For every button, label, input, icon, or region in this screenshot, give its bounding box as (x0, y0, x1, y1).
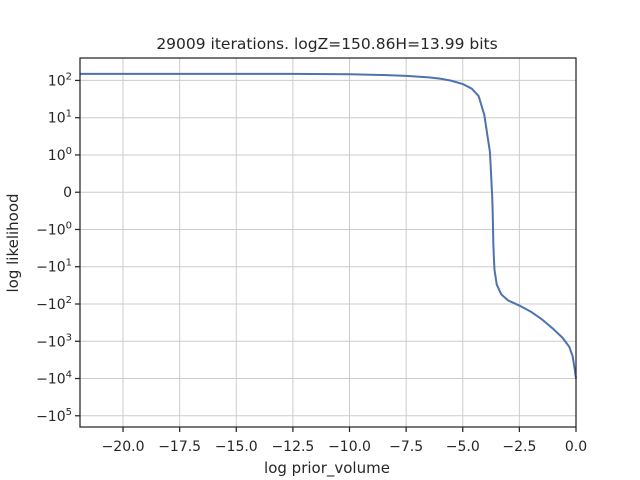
grid-lines (80, 58, 577, 427)
x-tick-label: −20.0 (102, 439, 145, 455)
y-tick-label: −102 (36, 295, 72, 313)
y-tick-label: 101 (48, 109, 72, 127)
series-line-log-likelihood (79, 72, 577, 379)
x-axis-label: log prior_volume (264, 459, 390, 478)
y-tick-label: −101 (36, 258, 72, 276)
y-tick-label: 102 (48, 71, 72, 89)
chart-title: 29009 iterations. logZ=150.86H=13.99 bit… (156, 35, 497, 53)
y-tick-label: −100 (36, 220, 72, 238)
x-tick-label: −5.0 (446, 439, 480, 455)
plot-frame (79, 57, 577, 428)
x-tick-label: 0.0 (565, 439, 587, 455)
y-axis-ticks: 102 101 100 0 −100 −101 −102 −103 −104 −105 (36, 71, 80, 425)
y-tick-label: −103 (36, 332, 72, 350)
y-tick-label: −105 (36, 407, 72, 425)
y-axis-label: log likelihood (4, 193, 22, 292)
x-tick-label: −10.0 (328, 439, 371, 455)
x-tick-label: −7.5 (389, 439, 423, 455)
x-tick-label: −12.5 (271, 439, 314, 455)
y-tick-label: 100 (48, 146, 72, 164)
x-tick-label: −17.5 (158, 439, 201, 455)
x-axis-ticks: −20.0 −17.5 −15.0 −12.5 −10.0 −7.5 −5.0 −2.5 0.0 (102, 427, 587, 455)
y-tick-label: −104 (36, 370, 72, 388)
x-tick-label: −15.0 (215, 439, 258, 455)
y-tick-label: 0 (63, 185, 72, 201)
x-tick-label: −2.5 (502, 439, 536, 455)
